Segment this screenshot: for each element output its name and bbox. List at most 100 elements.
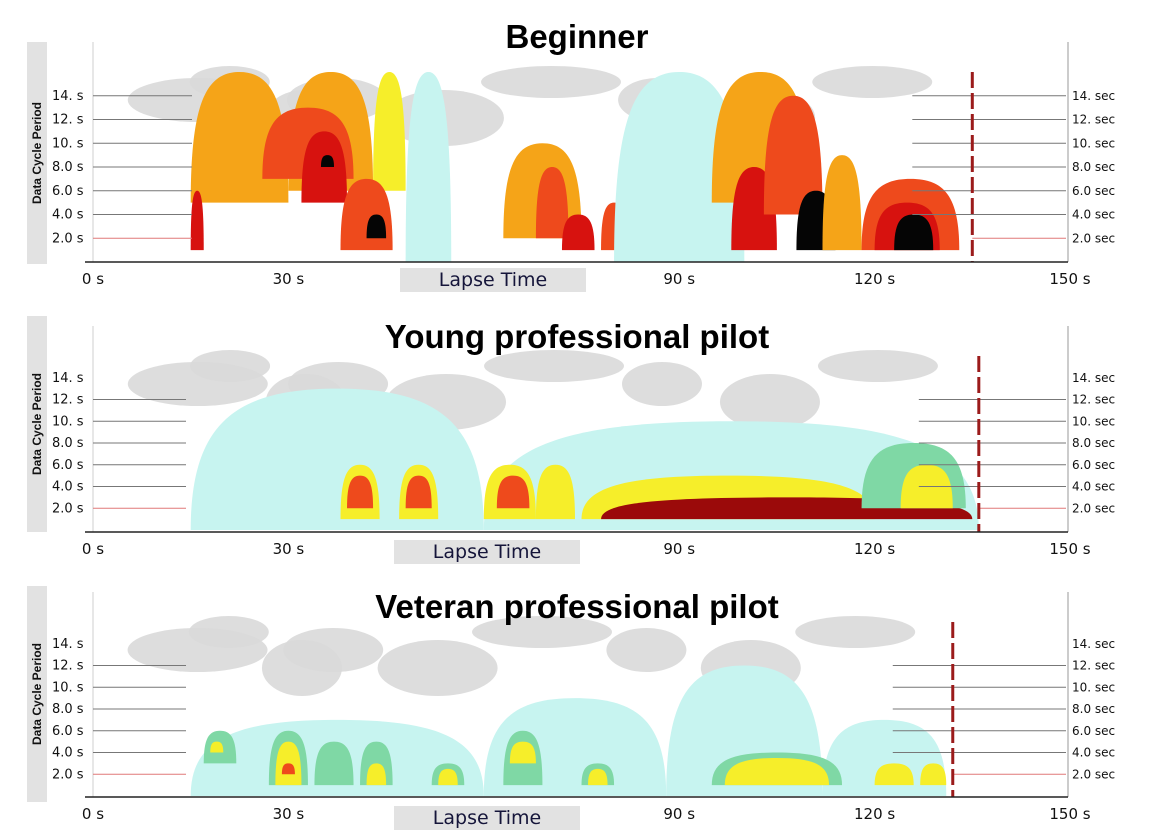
gray-noise-patch xyxy=(472,616,613,648)
heat-blob-redorange xyxy=(347,475,374,509)
left-tick-label: 2.0 s xyxy=(52,767,84,782)
gray-noise-patch xyxy=(127,628,268,672)
right-tick-label: 10. sec xyxy=(1072,680,1115,694)
left-tick-label: 14. s xyxy=(52,371,84,386)
right-tick-label: 2.0 sec xyxy=(1072,501,1115,515)
right-tick-label: 6.0 sec xyxy=(1072,184,1115,198)
left-tick-label: 6.0 s xyxy=(52,724,84,739)
left-tick-label: 12. s xyxy=(52,113,84,128)
x-tick-label: 0 s xyxy=(82,540,104,558)
left-tick-label: 2.0 s xyxy=(52,231,84,246)
right-tick-label: 8.0 sec xyxy=(1072,436,1115,450)
left-tick-label: 8.0 s xyxy=(52,702,84,717)
right-tick-label: 14. sec xyxy=(1072,371,1115,385)
left-tick-label: 2.0 s xyxy=(52,501,84,516)
left-tick-label: 14. s xyxy=(52,637,84,652)
gray-noise-patch xyxy=(261,640,342,696)
heat-blob-yellow xyxy=(920,763,947,786)
heat-blob-yellow xyxy=(588,768,608,786)
heat-blob-redorange xyxy=(281,763,295,775)
y-axis-label: Data Cycle Period xyxy=(30,372,44,476)
y-axis-label: Data Cycle Period xyxy=(30,101,44,205)
right-tick-label: 14. sec xyxy=(1072,637,1115,651)
x-tick-label: 0 s xyxy=(82,805,104,823)
heat-blob-redorange xyxy=(496,475,530,509)
heat-blob-black xyxy=(320,155,334,167)
heat-blob-cyan xyxy=(822,719,947,796)
right-tick-label: 4.0 sec xyxy=(1072,746,1115,760)
gray-noise-patch xyxy=(817,350,938,382)
heat-blob-red xyxy=(190,190,204,251)
heat-blob-yellow xyxy=(366,763,387,786)
right-tick-label: 2.0 sec xyxy=(1072,231,1115,245)
chart-panel-2: 14. s 12. s 10. s 8.0 s 6.0 s 4.0 s 2.0 s 14. s… xyxy=(0,300,1154,570)
right-tick-label: 4.0 sec xyxy=(1072,480,1115,494)
left-tick-label: 12. s xyxy=(52,659,84,674)
heat-blob-yellow xyxy=(509,741,536,764)
right-tick-label: 6.0 sec xyxy=(1072,724,1115,738)
chart-title: Beginner xyxy=(505,18,649,55)
heat-blob-yellow xyxy=(874,763,914,786)
left-tick-label: 10. s xyxy=(52,414,84,429)
x-axis-label: Lapse Time xyxy=(394,806,580,830)
heat-blob-cyan xyxy=(614,72,745,262)
left-tick-label: 4.0 s xyxy=(52,746,84,761)
gray-noise-patch xyxy=(795,616,916,648)
heat-blob-black xyxy=(366,214,387,239)
x-tick-label: 30 s xyxy=(273,540,305,558)
right-tick-label: 6.0 sec xyxy=(1072,458,1115,472)
x-tick-label: 120 s xyxy=(854,270,895,288)
heat-blob-redorange xyxy=(535,167,569,239)
x-tick-label: 150 s xyxy=(1049,805,1090,823)
gray-noise-patch xyxy=(606,628,687,672)
heat-blob-cyan xyxy=(405,72,452,262)
heat-blob-black xyxy=(894,214,934,251)
heat-blob-yellow xyxy=(724,757,830,786)
y-axis-label: Data Cycle Period xyxy=(30,642,44,746)
chart-svg: 14. s 12. s 10. s 8.0 s 6.0 s 4.0 s 2.0 s 14. s… xyxy=(52,326,1115,558)
left-tick-label: 8.0 s xyxy=(52,436,84,451)
x-axis-label: Lapse Time xyxy=(400,268,586,292)
left-tick-label: 10. s xyxy=(52,136,84,151)
chart-title: Veteran professional pilot xyxy=(375,588,779,625)
gray-noise-patch xyxy=(377,640,498,696)
right-tick-label: 4.0 sec xyxy=(1072,208,1115,222)
left-tick-label: 6.0 s xyxy=(52,458,84,473)
left-tick-label: 14. s xyxy=(52,89,84,104)
x-axis-label: Lapse Time xyxy=(394,540,580,564)
x-tick-label: 150 s xyxy=(1049,540,1090,558)
gray-noise-patch xyxy=(621,362,702,406)
chart-svg: 14. s 12. s 10. s 8.0 s 6.0 s 4.0 s 2.0 s 14. s… xyxy=(52,592,1115,823)
chart-panel-1: 14. s 12. s 10. s 8.0 s 6.0 s 4.0 s 2.0 s 14. s… xyxy=(0,0,1154,300)
right-tick-label: 12. sec xyxy=(1072,659,1115,673)
left-tick-label: 10. s xyxy=(52,680,84,695)
left-tick-label: 8.0 s xyxy=(52,160,84,175)
gray-noise-patch xyxy=(127,362,268,406)
gray-noise-patch xyxy=(812,66,933,98)
y-axis-label-box: Data Cycle Period xyxy=(27,586,47,802)
x-tick-label: 0 s xyxy=(82,270,104,288)
heat-blob-green xyxy=(314,741,354,786)
heat-blob-redorange xyxy=(763,95,823,215)
heat-blob-redorange xyxy=(405,475,432,509)
chart-panel-3: 14. s 12. s 10. s 8.0 s 6.0 s 4.0 s 2.0 s 14. s… xyxy=(0,570,1154,837)
left-tick-label: 4.0 s xyxy=(52,208,84,223)
gray-noise-patch xyxy=(481,66,622,98)
x-tick-label: 120 s xyxy=(854,805,895,823)
y-axis-label-box: Data Cycle Period xyxy=(27,42,47,264)
right-tick-label: 12. sec xyxy=(1072,393,1115,407)
right-tick-label: 8.0 sec xyxy=(1072,702,1115,716)
right-tick-label: 8.0 sec xyxy=(1072,160,1115,174)
y-axis-label-box: Data Cycle Period xyxy=(27,316,47,532)
right-tick-label: 10. sec xyxy=(1072,414,1115,428)
x-tick-label: 90 s xyxy=(663,270,695,288)
x-tick-label: 150 s xyxy=(1049,270,1090,288)
gray-noise-patch xyxy=(484,350,625,382)
chart-title: Young professional pilot xyxy=(384,318,770,355)
heat-blob-orange xyxy=(822,155,862,251)
gray-noise-patch xyxy=(719,374,820,430)
heat-blob-yellow xyxy=(373,72,406,191)
left-tick-label: 12. s xyxy=(52,393,84,408)
right-tick-label: 10. sec xyxy=(1072,136,1115,150)
x-tick-label: 120 s xyxy=(854,540,895,558)
